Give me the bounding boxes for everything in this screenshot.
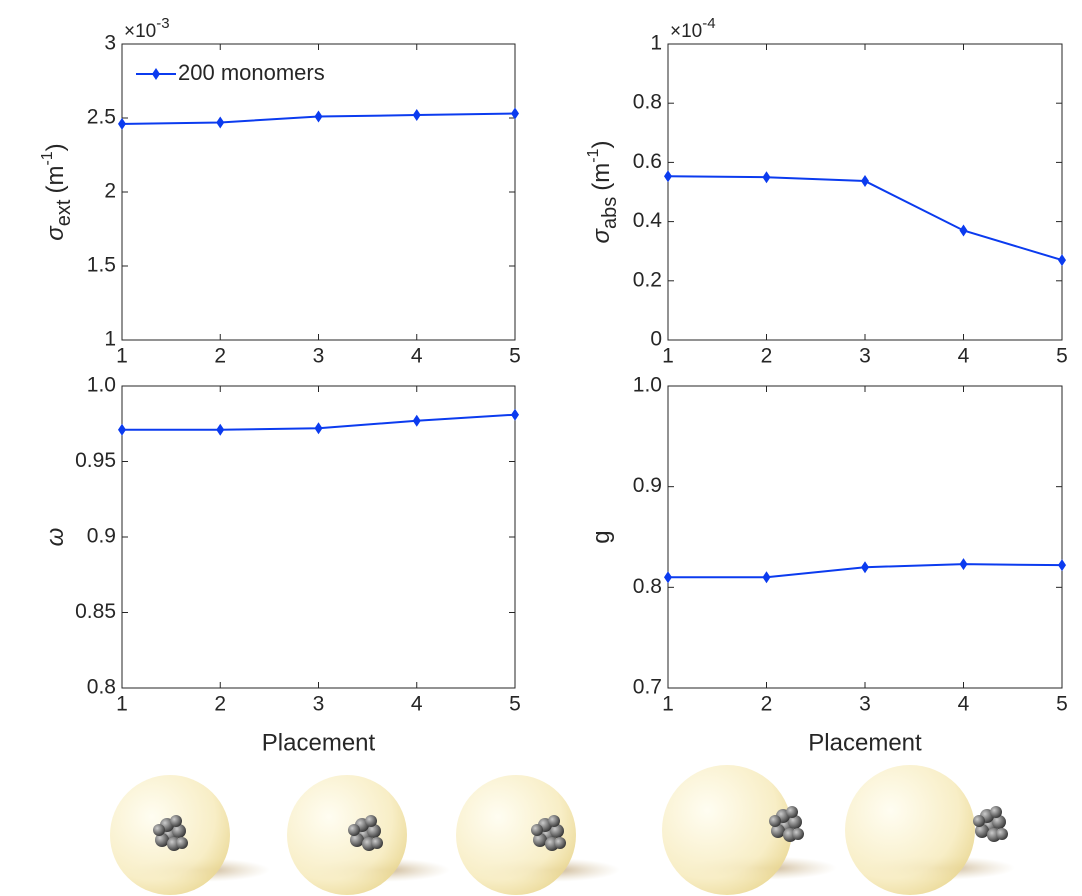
y-label-end: ) bbox=[588, 141, 615, 149]
series-line bbox=[668, 176, 1062, 260]
marker bbox=[664, 170, 672, 182]
y-label-sup: -1 bbox=[39, 151, 56, 165]
marker bbox=[511, 409, 519, 421]
y-label-end: ) bbox=[42, 143, 69, 151]
x-axis-label: Placement bbox=[808, 729, 922, 756]
y-label-unit: (m bbox=[588, 163, 615, 191]
marker bbox=[118, 118, 126, 130]
y-tick-label: 2.5 bbox=[87, 106, 116, 129]
y-tick-label: 0.2 bbox=[633, 268, 662, 291]
y-tick-label: 3 bbox=[104, 32, 116, 55]
y-label-sub: abs bbox=[599, 197, 621, 229]
x-tick-label: 1 bbox=[116, 345, 128, 368]
x-tick-label: 5 bbox=[509, 693, 521, 716]
marker bbox=[315, 422, 323, 434]
x-tick-label: 2 bbox=[214, 345, 226, 368]
x-tick-label: 3 bbox=[859, 693, 871, 716]
x-tick-label: 5 bbox=[1056, 345, 1068, 368]
axes-box bbox=[668, 44, 1062, 340]
marker bbox=[1058, 254, 1066, 266]
x-tick-label: 4 bbox=[411, 345, 423, 368]
y-tick-label: 0 bbox=[650, 328, 662, 351]
legend-label: 200 monomers bbox=[178, 60, 325, 85]
x-tick-label: 3 bbox=[859, 345, 871, 368]
marker bbox=[1058, 559, 1066, 571]
x-tick-label: 1 bbox=[662, 345, 674, 368]
y-tick-label: 2 bbox=[104, 180, 116, 203]
legend-marker bbox=[152, 68, 160, 80]
y-axis-label: g bbox=[588, 530, 615, 543]
y-tick-label: 0.4 bbox=[633, 209, 663, 232]
x-tick-label: 4 bbox=[411, 693, 423, 716]
x-tick-label: 2 bbox=[214, 693, 226, 716]
y-tick-label: 0.8 bbox=[633, 575, 662, 598]
y-label-sup: -1 bbox=[585, 148, 602, 162]
y-tick-label: 0.9 bbox=[633, 474, 662, 497]
marker bbox=[413, 109, 421, 121]
marker bbox=[118, 424, 126, 436]
x-tick-label: 2 bbox=[761, 345, 773, 368]
x-tick-label: 2 bbox=[761, 693, 773, 716]
marker bbox=[664, 571, 672, 583]
y-tick-label: 1 bbox=[104, 328, 116, 351]
exponent-base: ×10 bbox=[670, 21, 702, 42]
y-label-symbol: g bbox=[588, 530, 615, 543]
axis-exponent: ×10-3 bbox=[124, 15, 170, 42]
y-label-sub: ext bbox=[53, 199, 75, 226]
y-tick-label: 0.8 bbox=[633, 91, 662, 114]
exponent-power: -4 bbox=[702, 15, 715, 32]
x-tick-label: 1 bbox=[662, 693, 674, 716]
marker bbox=[315, 111, 323, 123]
axes-box bbox=[668, 386, 1062, 688]
marker bbox=[763, 171, 771, 183]
axis-exponent: ×10-4 bbox=[670, 15, 716, 42]
x-axis-label: Placement bbox=[262, 729, 376, 756]
y-label-unit: (m bbox=[42, 166, 69, 194]
marker bbox=[763, 571, 771, 583]
marker bbox=[861, 175, 869, 187]
figure: 1234511.522.53×10-3σext(m-1)200 monomers… bbox=[0, 0, 1082, 896]
x-tick-label: 3 bbox=[313, 693, 325, 716]
marker bbox=[960, 558, 968, 570]
y-label-symbol: ω bbox=[42, 528, 69, 547]
y-tick-label: 0.8 bbox=[87, 676, 116, 699]
x-tick-label: 5 bbox=[509, 345, 521, 368]
illustrations bbox=[110, 765, 1015, 895]
exponent-base: ×10 bbox=[124, 21, 156, 42]
x-tick-label: 4 bbox=[958, 693, 970, 716]
y-tick-label: 1 bbox=[650, 32, 662, 55]
y-axis-label: σext(m-1) bbox=[39, 143, 75, 240]
axes-box bbox=[122, 44, 515, 340]
x-tick-label: 5 bbox=[1056, 693, 1068, 716]
y-tick-label: 1.0 bbox=[87, 374, 116, 397]
marker bbox=[861, 561, 869, 573]
marker bbox=[216, 424, 224, 436]
y-tick-label: 0.95 bbox=[75, 449, 116, 472]
y-axis-label: ω bbox=[42, 528, 69, 547]
y-tick-label: 0.6 bbox=[633, 150, 662, 173]
marker bbox=[413, 415, 421, 427]
exponent-power: -3 bbox=[156, 15, 169, 32]
y-tick-label: 0.7 bbox=[633, 676, 662, 699]
x-tick-label: 3 bbox=[313, 345, 325, 368]
y-tick-label: 0.85 bbox=[75, 600, 116, 623]
x-tick-label: 1 bbox=[116, 693, 128, 716]
x-tick-label: 4 bbox=[958, 345, 970, 368]
marker bbox=[216, 116, 224, 128]
y-tick-label: 1.0 bbox=[633, 374, 662, 397]
y-axis-label: σabs(m-1) bbox=[585, 141, 621, 244]
marker bbox=[960, 224, 968, 236]
y-tick-label: 1.5 bbox=[87, 254, 116, 277]
y-tick-label: 0.9 bbox=[87, 525, 116, 548]
